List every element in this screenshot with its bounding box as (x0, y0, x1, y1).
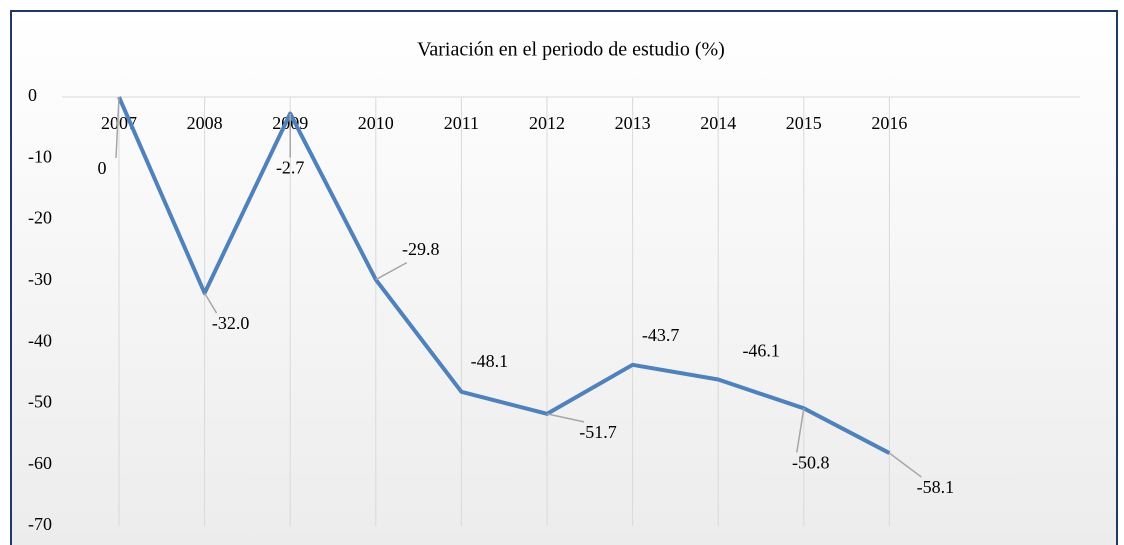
data-label: -58.1 (917, 477, 955, 497)
x-tick-label: 2010 (358, 113, 394, 133)
data-label: -48.1 (471, 351, 509, 371)
leader-line (888, 452, 922, 478)
chart-title: Variación en el periodo de estudio (%) (417, 39, 725, 61)
y-tick-label: -70 (28, 514, 52, 534)
chart-frame (10, 10, 1118, 545)
data-label: -43.7 (642, 325, 680, 345)
y-tick-label: -40 (28, 330, 52, 350)
x-tick-label: 2015 (786, 113, 822, 133)
x-tick-label: 2014 (700, 113, 736, 133)
x-tick-label: 2013 (615, 113, 651, 133)
y-tick-label: -20 (28, 208, 52, 228)
leader-line (203, 292, 218, 314)
y-tick-label: -60 (28, 453, 52, 473)
y-tick-label: -30 (28, 269, 52, 289)
leader-line (115, 96, 120, 159)
x-tick-label: 2016 (871, 113, 907, 133)
leader-line (375, 261, 408, 281)
data-label: 0 (98, 158, 107, 178)
y-tick-label: -10 (28, 146, 52, 166)
y-tick-label: 0 (28, 85, 37, 105)
data-label: -50.8 (792, 452, 830, 472)
x-tick-label: 2008 (187, 113, 223, 133)
y-tick-label: -50 (28, 392, 52, 412)
data-label: -46.1 (742, 341, 780, 361)
x-tick-label: 2012 (529, 113, 565, 133)
data-line (117, 96, 891, 455)
data-label: -2.7 (276, 158, 305, 178)
data-label: -51.7 (579, 422, 617, 442)
leader-line (796, 408, 805, 453)
leader-line (546, 413, 585, 423)
data-label: -29.8 (402, 239, 440, 259)
data-label: -32.0 (212, 313, 250, 333)
x-tick-label: 2011 (444, 113, 479, 133)
